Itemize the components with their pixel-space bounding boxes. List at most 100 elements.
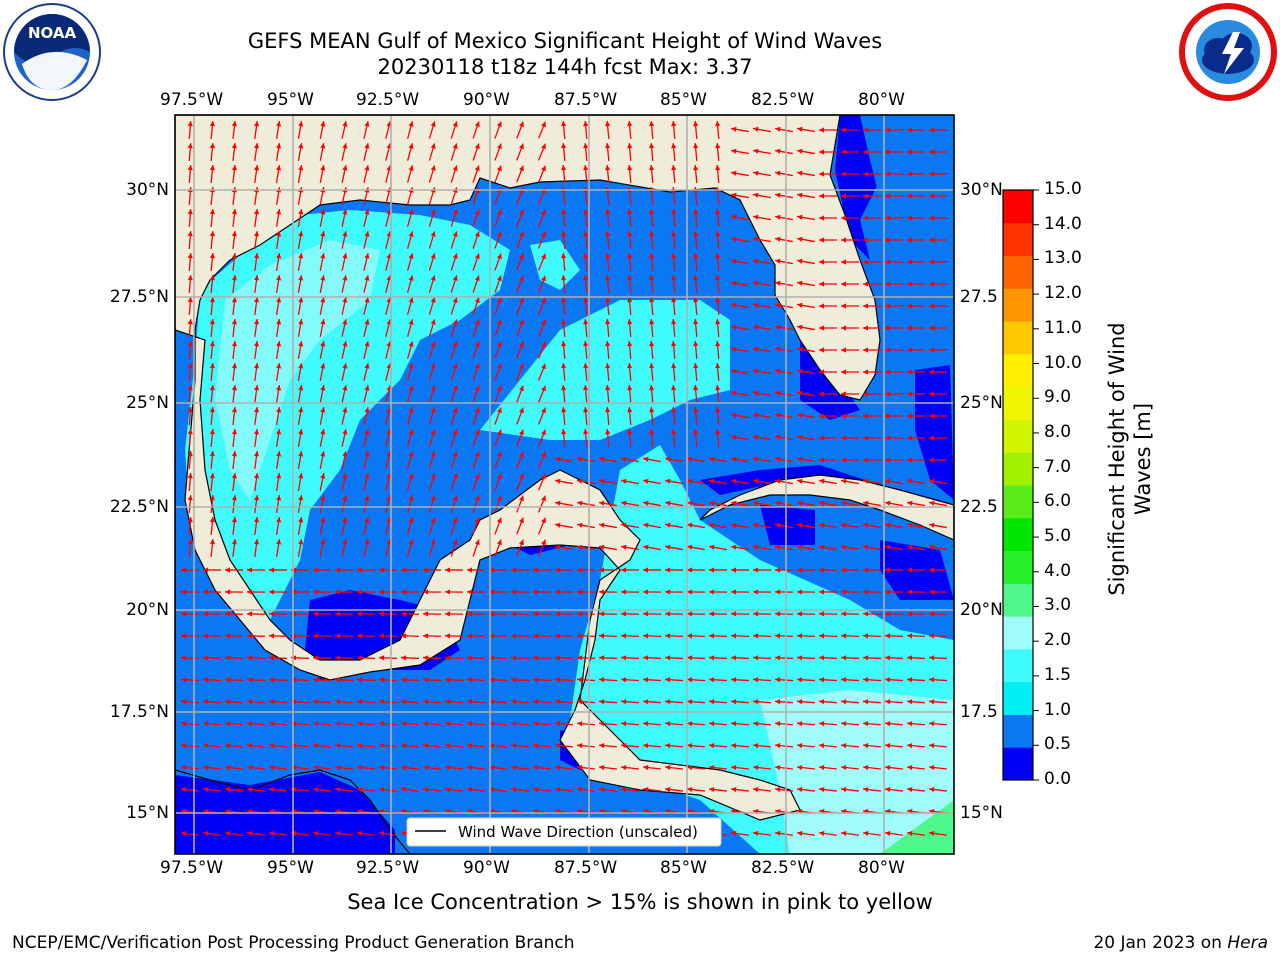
map-title: GEFS MEAN Gulf of Mexico Significant Hei… bbox=[247, 29, 883, 53]
wave-direction-arrowhead bbox=[253, 385, 260, 391]
wave-direction-arrowhead bbox=[929, 500, 935, 506]
wave-direction-arrowhead bbox=[225, 721, 231, 727]
wave-direction-arrowhead bbox=[665, 721, 671, 727]
lat-label-left: 22.5°N bbox=[109, 497, 169, 517]
wave-direction-arrowhead bbox=[797, 236, 803, 242]
wave-direction-arrowhead bbox=[276, 275, 282, 281]
wave-direction-arrowhead bbox=[561, 209, 567, 215]
wave-direction-arrowhead bbox=[929, 127, 934, 133]
colorbar-tick-label: 0.0 bbox=[1044, 769, 1072, 789]
wave-direction-arrowhead bbox=[298, 275, 304, 281]
wave-direction-arrowhead bbox=[885, 413, 890, 419]
wave-direction-arrowhead bbox=[313, 655, 319, 661]
wave-direction-arrowhead bbox=[687, 633, 693, 639]
wave-direction-arrowhead bbox=[709, 743, 715, 749]
wave-direction-arrowhead bbox=[753, 655, 759, 661]
colorbar-tick-label: 4.0 bbox=[1044, 560, 1072, 581]
wave-direction-arrowhead bbox=[627, 385, 633, 391]
wave-direction-arrowhead bbox=[423, 721, 429, 727]
wave-direction-arrowhead bbox=[885, 743, 891, 749]
wave-direction-arrowhead bbox=[731, 633, 737, 639]
wave-direction-arrowhead bbox=[430, 341, 436, 347]
wave-direction-arrowhead bbox=[364, 495, 370, 501]
wave-direction-arrowhead bbox=[247, 786, 253, 793]
wave-direction-arrowhead bbox=[335, 677, 341, 683]
wave-direction-arrowhead bbox=[649, 275, 655, 281]
wave-direction-arrowhead bbox=[841, 478, 847, 484]
map-subtitle: 20230118 t18z 144h fcst Max: 3.37 bbox=[377, 55, 753, 79]
wave-direction-arrowhead bbox=[187, 429, 193, 435]
wave-direction-arrowhead bbox=[474, 143, 480, 150]
colorbar-swatch bbox=[1003, 255, 1033, 289]
wave-direction-arrowhead bbox=[269, 830, 275, 837]
wave-direction-arrowhead bbox=[342, 319, 348, 325]
wave-direction-arrowhead bbox=[731, 677, 737, 683]
wave-direction-arrowhead bbox=[775, 721, 781, 727]
wave-direction-arrowhead bbox=[907, 589, 913, 595]
wave-direction-arrowhead bbox=[665, 544, 671, 550]
wave-direction-arrowhead bbox=[401, 677, 407, 683]
wave-direction-arrowhead bbox=[841, 435, 846, 441]
wave-direction-arrowhead bbox=[555, 764, 561, 771]
wave-direction-arrowhead bbox=[467, 567, 473, 573]
wave-direction-arrowhead bbox=[621, 611, 627, 617]
wave-direction-arrowhead bbox=[298, 385, 304, 391]
wave-direction-arrowhead bbox=[665, 478, 671, 484]
wave-direction-arrowhead bbox=[775, 324, 781, 330]
wave-direction-arrowhead bbox=[298, 407, 304, 413]
colorbar-tick-label: 10.0 bbox=[1044, 352, 1082, 373]
wave-direction-arrowhead bbox=[181, 743, 187, 749]
wave-direction-arrowhead bbox=[687, 677, 693, 683]
wave-direction-arrowhead bbox=[467, 611, 473, 617]
wave-direction-arrowhead bbox=[430, 363, 436, 369]
wave-direction-arrowhead bbox=[863, 325, 868, 331]
lat-label-right: 15°N bbox=[960, 803, 1003, 823]
wave-direction-arrowhead bbox=[541, 253, 546, 260]
wave-direction-arrowhead bbox=[715, 231, 721, 237]
wave-direction-arrowhead bbox=[379, 830, 385, 837]
wave-direction-arrowhead bbox=[841, 281, 846, 287]
wave-direction-arrowhead bbox=[715, 253, 721, 259]
wave-direction-arrowhead bbox=[541, 275, 546, 282]
legend-label: Wind Wave Direction (unscaled) bbox=[458, 823, 698, 841]
wave-direction-arrowhead bbox=[599, 522, 605, 528]
colorbar-tick-label: 2.0 bbox=[1044, 630, 1072, 651]
wave-direction-arrowhead bbox=[599, 478, 605, 484]
wave-direction-arrowhead bbox=[467, 589, 473, 595]
lon-label-bottom: 90°W bbox=[463, 858, 510, 878]
wave-direction-arrowhead bbox=[907, 237, 912, 243]
wave-direction-arrowhead bbox=[693, 429, 699, 435]
wave-direction-arrowhead bbox=[841, 413, 846, 419]
colorbar-frame bbox=[1002, 189, 1034, 781]
wave-direction-arrowhead bbox=[187, 275, 193, 281]
wave-direction-arrowhead bbox=[187, 319, 193, 325]
wave-direction-arrowhead bbox=[797, 302, 803, 308]
wave-direction-arrowhead bbox=[335, 699, 341, 705]
wave-direction-arrowhead bbox=[430, 143, 436, 149]
wave-direction-arrowhead bbox=[496, 275, 502, 282]
wave-direction-arrowhead bbox=[253, 473, 260, 479]
wave-direction-arrowhead bbox=[541, 209, 546, 216]
wave-direction-arrowhead bbox=[225, 677, 231, 683]
wave-direction-arrowhead bbox=[364, 143, 370, 149]
wave-direction-arrowhead bbox=[231, 165, 238, 171]
wave-direction-arrowhead bbox=[561, 341, 567, 347]
wave-direction-arrowhead bbox=[247, 699, 253, 705]
colorbar-tick-label: 9.0 bbox=[1044, 387, 1072, 408]
wave-direction-arrowhead bbox=[907, 699, 913, 705]
lon-label-top: 82.5°W bbox=[751, 90, 815, 110]
wave-direction-arrowhead bbox=[430, 407, 436, 413]
wave-direction-arrowhead bbox=[533, 764, 539, 771]
wave-direction-arrowhead bbox=[693, 407, 699, 413]
wave-direction-arrowhead bbox=[863, 435, 868, 441]
wave-direction-arrowhead bbox=[709, 786, 715, 793]
wave-direction-arrowhead bbox=[496, 473, 502, 480]
wave-direction-arrowhead bbox=[187, 385, 193, 391]
wave-direction-arrowhead bbox=[342, 253, 348, 259]
wave-direction-arrowhead bbox=[555, 786, 561, 793]
wave-direction-arrowhead bbox=[533, 786, 539, 793]
wave-direction-arrowhead bbox=[489, 764, 495, 771]
wave-direction-arrowhead bbox=[225, 589, 231, 595]
wave-direction-arrowhead bbox=[541, 121, 546, 128]
wave-direction-arrowhead bbox=[819, 457, 824, 463]
